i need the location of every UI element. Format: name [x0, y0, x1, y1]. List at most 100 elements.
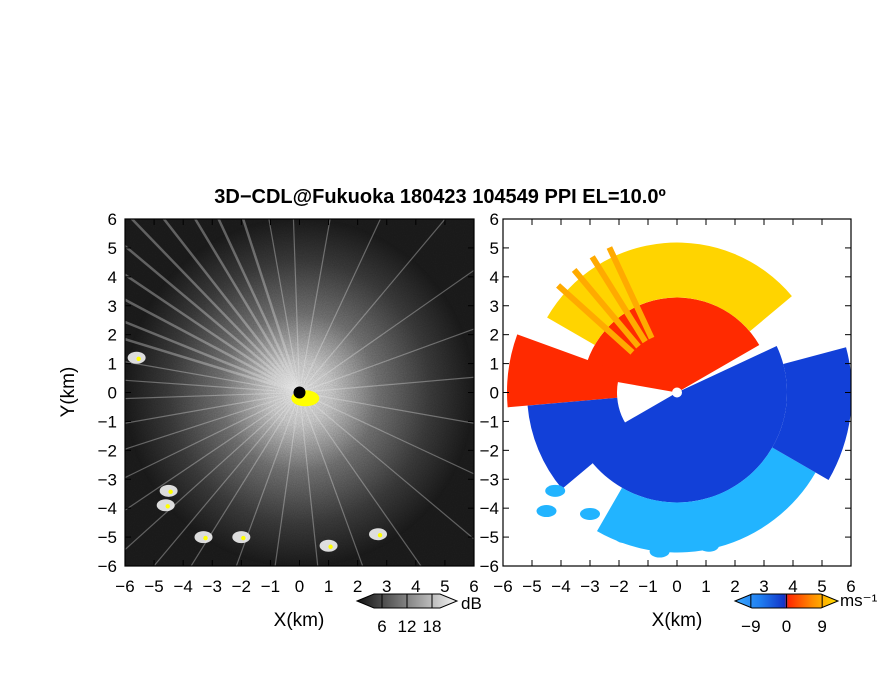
x-tick-label: −1: [638, 577, 657, 596]
x-tick-label: 1: [324, 577, 333, 596]
echo-ray: [299, 328, 474, 394]
velocity-cluster: [536, 505, 557, 518]
velocity-streak: [571, 268, 641, 349]
echo-ray: [292, 219, 301, 393]
echo-ray: [241, 219, 301, 393]
echo-ray: [125, 391, 300, 479]
echo-ray: [125, 244, 301, 394]
y-tick-label: −6: [98, 557, 117, 576]
echo-ray: [125, 337, 300, 394]
velocity-streak: [606, 246, 655, 340]
x-tick-label: 4: [788, 577, 797, 596]
left-panel: −6 −5 −4 −3 −2 −1 0 1 2 3 4 5 6 6 5 4 3 2 1 0 −1 −2 −3 −4 −5 −6: [98, 210, 479, 596]
echo-ray: [125, 392, 300, 511]
velocity-cluster: [545, 484, 566, 497]
velocity-cluster: [733, 519, 754, 532]
clutter-core: [165, 504, 170, 509]
x-tick-label: 0: [295, 577, 304, 596]
y-tick-label: 1: [490, 355, 499, 374]
x-tick-label: −5: [144, 577, 163, 596]
velocity-cluster: [614, 531, 635, 544]
clutter-echo: [156, 499, 175, 512]
y-tick-label: 5: [108, 239, 117, 258]
x-tick-label: −1: [261, 577, 280, 596]
echo-ray: [217, 219, 301, 394]
echo-ray: [299, 391, 474, 424]
x-tick-label: −4: [173, 577, 192, 596]
y-tick-label: −2: [480, 441, 499, 460]
clutter-echo: [232, 531, 251, 544]
echo-ray: [268, 219, 301, 393]
echo-ray: [125, 379, 300, 394]
x-tick-label: −3: [580, 577, 599, 596]
x-tick-label: −2: [609, 577, 628, 596]
echo-ray: [298, 219, 331, 393]
echo-ray: [274, 392, 301, 566]
velocity-negative-strong: [772, 347, 851, 480]
velocity-positive-strong: [507, 334, 621, 408]
echo-ray: [298, 219, 382, 393]
velocity-image: [507, 242, 851, 558]
echo-ray: [125, 391, 300, 424]
colorbar-tick-label: 12: [398, 617, 417, 636]
y-tick-label: 2: [108, 326, 117, 345]
echo-ray: [193, 219, 301, 394]
colorbar-tick-label: 0: [782, 617, 791, 636]
echo-ray: [130, 219, 301, 394]
y-tick-label: −4: [480, 499, 499, 518]
x-tick-label: 4: [411, 577, 420, 596]
y-tick-label: 4: [490, 268, 499, 287]
x-tick-label: 6: [846, 577, 855, 596]
clutter-core: [203, 535, 208, 541]
figure-title: 3D−CDL@Fukuoka 180423 104549 PPI EL=10.0…: [214, 186, 666, 208]
echo-ray: [298, 392, 364, 566]
velocity-cluster: [580, 507, 600, 520]
y-axis-label: Y(km): [58, 367, 79, 418]
echo-ray: [299, 392, 474, 540]
echo-ray: [125, 273, 301, 394]
velocity-cluster: [649, 545, 670, 558]
y-tick-label: 2: [490, 326, 499, 345]
y-tick-label: −6: [480, 557, 499, 576]
x-tick-label: 3: [759, 577, 768, 596]
velocity-negative-strong: [527, 397, 632, 489]
echo-ray: [162, 219, 301, 394]
y-tick-label: 1: [108, 355, 117, 374]
velocity-positive-strong: [583, 297, 760, 393]
clutter-echo: [369, 528, 388, 541]
colorbar-tick-label: 18: [423, 617, 442, 636]
x-tick-label: 0: [672, 577, 681, 596]
echo-ray: [299, 376, 474, 394]
radar-site: [672, 387, 682, 398]
colorbar-tick-label: −9: [741, 617, 760, 636]
x-axis-label-right: X(km): [652, 610, 703, 631]
echo-ray: [153, 392, 300, 566]
velocity-negative-strong: [581, 346, 787, 503]
x-tick-label: −3: [203, 577, 222, 596]
velocity-positive-weak: [547, 242, 792, 345]
clutter-core: [377, 532, 383, 538]
y-tick-label: −3: [480, 470, 499, 489]
x-tick-label: −2: [232, 577, 251, 596]
x-tick-label: 3: [382, 577, 391, 596]
radar-site: [293, 386, 306, 399]
echo-ray: [299, 269, 474, 393]
echo-ray: [190, 392, 301, 566]
y-tick-label: −1: [98, 412, 117, 431]
x-tick-label: 1: [701, 577, 710, 596]
x-tick-label: 2: [353, 577, 362, 596]
clutter-echo: [159, 484, 178, 497]
velocity-streak: [589, 255, 648, 344]
x-tick-label: −5: [522, 577, 541, 596]
y-tick-label: 0: [108, 384, 117, 403]
velocity-negative-weak: [597, 447, 816, 553]
y-tick-label: −2: [98, 441, 117, 460]
colorbar-tick-label: 6: [377, 617, 386, 636]
echo-ray: [299, 392, 422, 566]
y-tick-label: −3: [98, 470, 117, 489]
clutter-core: [328, 544, 333, 549]
y-tick-label: −5: [98, 528, 117, 547]
echo-ray: [125, 392, 300, 551]
y-tick-label: 6: [108, 210, 117, 229]
